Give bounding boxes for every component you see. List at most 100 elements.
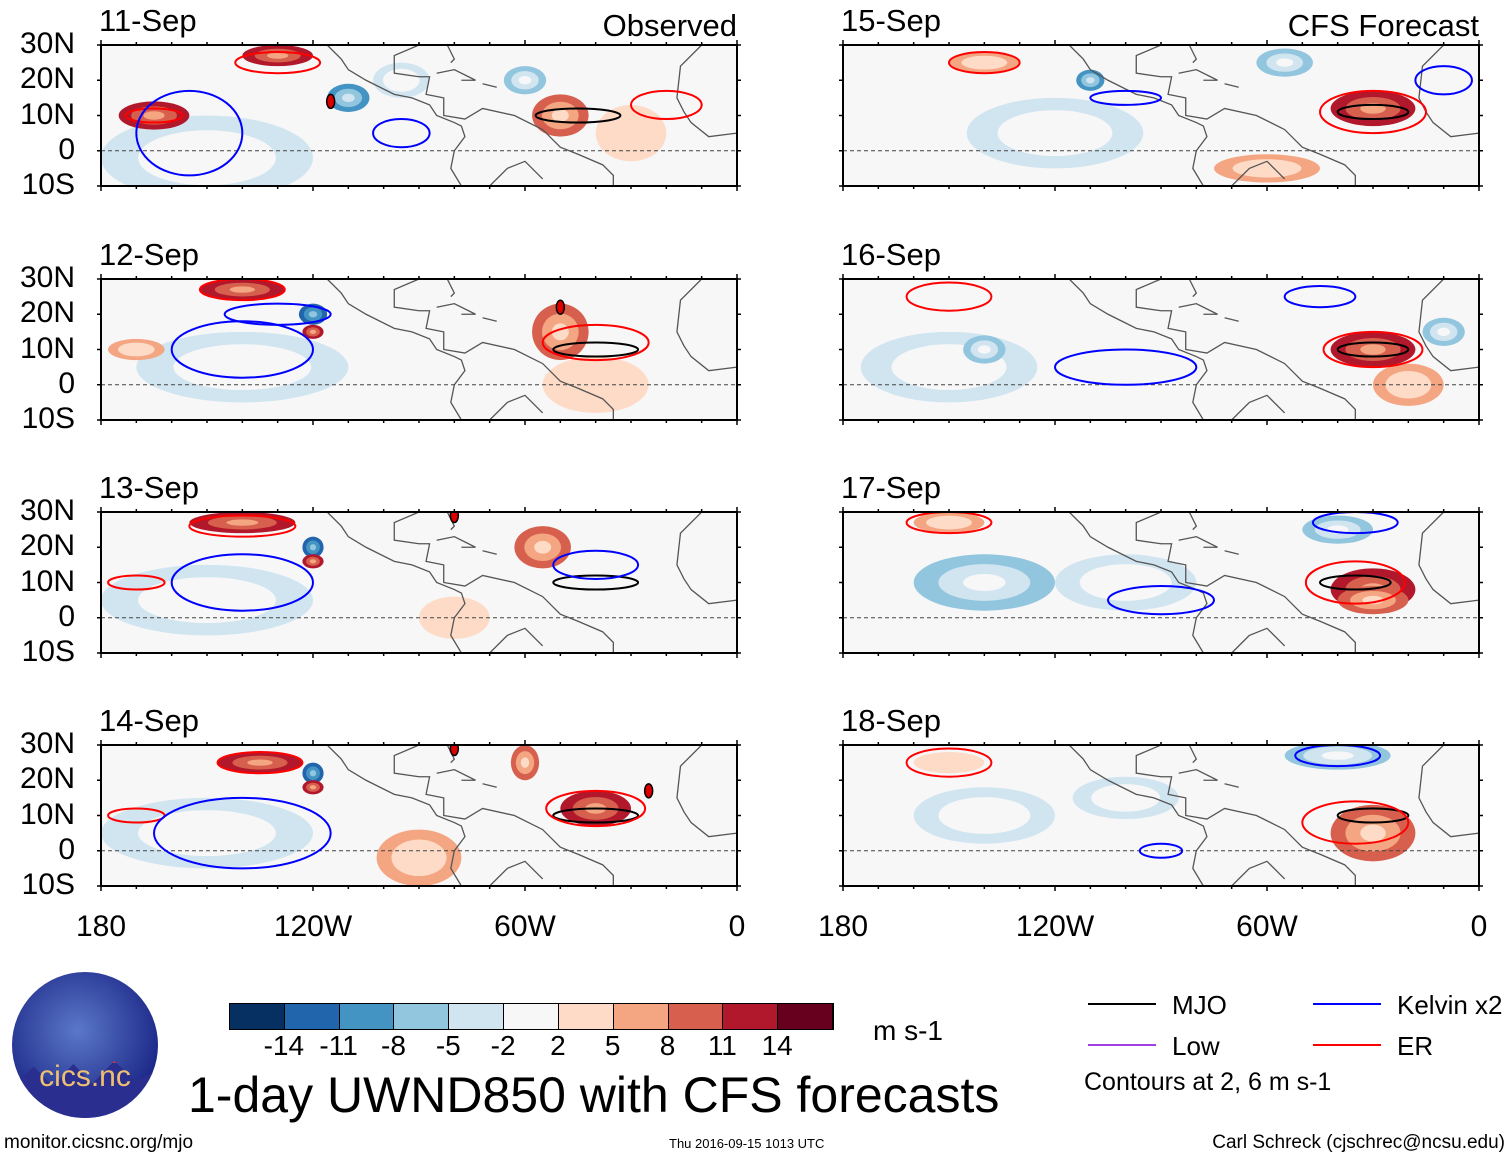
lat-tick-label: 0 bbox=[58, 599, 75, 633]
coastline bbox=[1224, 783, 1239, 788]
wind-anomaly-shade bbox=[308, 311, 318, 318]
wind-anomaly-shade bbox=[1079, 564, 1172, 601]
colorbar-tick: -11 bbox=[319, 1030, 358, 1061]
coastline bbox=[446, 512, 456, 531]
mjo-contour bbox=[552, 341, 640, 358]
tropical-cyclone-icon bbox=[325, 93, 336, 110]
wind-anomaly-shade bbox=[1091, 784, 1161, 812]
kelvin-contour bbox=[1414, 65, 1473, 96]
wind-anomaly-shade bbox=[926, 515, 972, 530]
kelvin-contour bbox=[170, 553, 314, 612]
coastline bbox=[1224, 83, 1239, 88]
lat-tick-label: 20N bbox=[19, 529, 75, 563]
colorbar-tick: 8 bbox=[659, 1030, 676, 1061]
legend-label: ER bbox=[1397, 1031, 1434, 1061]
footer-timestamp: Thu 2016-09-15 1013 UTC bbox=[669, 1136, 825, 1151]
lat-tick-label: 10S bbox=[21, 868, 75, 901]
map-panel-13-Sep bbox=[97, 507, 741, 658]
legend-label: MJO bbox=[1172, 990, 1227, 1020]
coastline bbox=[1231, 627, 1286, 653]
wind-anomaly-shade bbox=[267, 52, 289, 59]
colorbar-tick: 14 bbox=[761, 1030, 793, 1061]
colorbar-tick: 11 bbox=[707, 1030, 737, 1061]
lon-tick-label: 120W bbox=[1015, 910, 1095, 943]
lon-tick-label: 180 bbox=[817, 910, 869, 943]
panel-date: 15-Sep bbox=[841, 3, 941, 38]
wind-anomaly-shade bbox=[1276, 58, 1294, 67]
lat-tick-label: 20N bbox=[19, 296, 75, 330]
coastline bbox=[1418, 279, 1479, 372]
kelvin-contour bbox=[372, 118, 431, 149]
lon-tick-label: 0 bbox=[1470, 910, 1488, 943]
coastline bbox=[489, 627, 544, 653]
mjo-contour bbox=[1336, 103, 1410, 121]
er-contour bbox=[905, 512, 993, 535]
lon-tick-label: 60W bbox=[1236, 910, 1298, 943]
wind-anomaly-shade bbox=[551, 109, 569, 122]
coastline bbox=[1231, 394, 1286, 420]
colorbar-tick: -14 bbox=[263, 1030, 305, 1061]
lat-tick-label: 10N bbox=[19, 797, 75, 831]
wind-anomaly-shade bbox=[1086, 77, 1095, 84]
colorbar-swatch bbox=[230, 1004, 285, 1029]
wind-anomaly-shade bbox=[977, 345, 991, 354]
legend-line-low bbox=[1088, 1044, 1156, 1046]
coastline bbox=[676, 512, 737, 605]
colorbar-tick: -5 bbox=[435, 1030, 461, 1061]
coastline bbox=[1188, 279, 1198, 298]
lat-tick-label: 0 bbox=[58, 832, 75, 866]
wind-anomaly-shade bbox=[229, 286, 256, 293]
er-contour bbox=[905, 747, 993, 778]
mjo-contour bbox=[552, 807, 640, 824]
er-contour bbox=[216, 751, 304, 775]
coastline bbox=[436, 68, 476, 81]
wind-anomaly-shade bbox=[138, 810, 276, 857]
mjo-contour bbox=[1336, 807, 1410, 824]
coastline bbox=[1178, 535, 1218, 548]
er-contour bbox=[1319, 89, 1427, 135]
coastline bbox=[1418, 512, 1479, 605]
wind-anomaly-shade bbox=[561, 366, 631, 404]
lat-tick-label: 10N bbox=[19, 97, 75, 131]
panel-date: 18-Sep bbox=[841, 703, 941, 738]
wind-anomaly-shade bbox=[309, 544, 317, 551]
colorbar-swatch bbox=[778, 1004, 833, 1029]
er-contour bbox=[1301, 800, 1410, 845]
wind-anomaly-shade bbox=[1091, 318, 1161, 346]
panel-label: Observed bbox=[602, 8, 737, 43]
map-panel-14-Sep bbox=[97, 740, 741, 891]
coastline bbox=[1224, 550, 1239, 555]
coastline bbox=[446, 45, 456, 64]
wind-anomaly-shade bbox=[1360, 824, 1386, 842]
coastline bbox=[1068, 279, 1208, 420]
footer-author: Carl Schreck (cjschrec@ncsu.edu) bbox=[1212, 1132, 1505, 1153]
colorbar-swatch bbox=[284, 1004, 340, 1029]
colorbar-swatch bbox=[558, 1004, 614, 1029]
colorbar-swatch bbox=[339, 1004, 395, 1029]
wind-anomaly-shade bbox=[608, 114, 654, 152]
lat-tick-label: 0 bbox=[58, 132, 75, 166]
er-contour bbox=[234, 51, 322, 75]
wind-anomaly-shade bbox=[961, 55, 1008, 70]
wind-anomaly-shade bbox=[518, 76, 532, 85]
wind-anomaly-shade bbox=[391, 839, 447, 877]
kelvin-contour bbox=[1283, 285, 1357, 309]
map-panel-15-Sep bbox=[839, 40, 1483, 191]
lat-tick-label: 30N bbox=[19, 494, 75, 527]
lat-tick-label: 30N bbox=[19, 261, 75, 294]
coastline bbox=[676, 45, 737, 138]
lon-tick-label: 180 bbox=[75, 910, 127, 943]
lat-tick-label: 10S bbox=[21, 402, 75, 435]
panel-date: 13-Sep bbox=[99, 470, 199, 505]
wind-anomaly-shade bbox=[309, 770, 317, 777]
coastline bbox=[1178, 302, 1218, 315]
wind-anomaly-shade bbox=[226, 519, 259, 526]
er-contour bbox=[198, 279, 286, 302]
lat-tick-label: 30N bbox=[19, 27, 75, 60]
coastline bbox=[1231, 160, 1286, 186]
panel-label: CFS Forecast bbox=[1287, 8, 1479, 43]
footer-url[interactable]: monitor.cicsnc.org/mjo bbox=[4, 1132, 194, 1153]
coastline bbox=[489, 394, 544, 420]
kelvin-contour bbox=[1054, 348, 1198, 386]
